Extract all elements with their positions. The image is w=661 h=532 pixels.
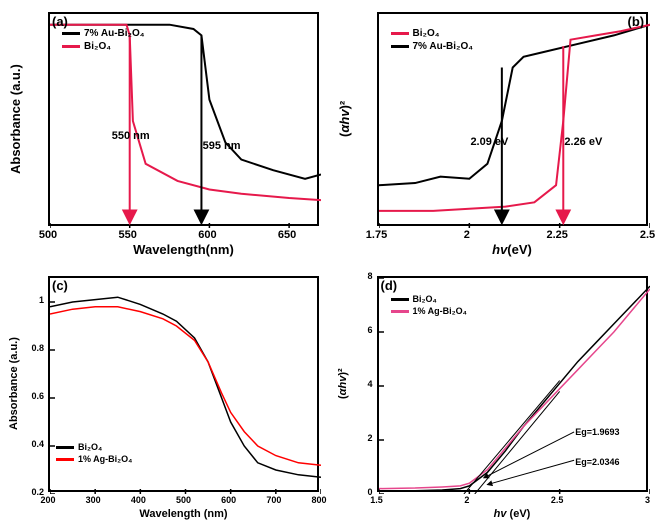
xtick-label: 550 (119, 229, 137, 241)
legend-swatch (56, 446, 74, 449)
ytick-label: 8 (349, 271, 373, 281)
ytick-label: 0.8 (20, 343, 44, 353)
panel-b: 1.75 2 2.25 2.5 2.09 eV 2.26 eV hv(eV) (αhv)² (b… (335, 6, 656, 262)
legend-label: Bi₂O₄ (413, 294, 437, 304)
xtick-label: 700 (266, 495, 281, 505)
xtick-label: 1.75 (366, 229, 387, 241)
legend-swatch (62, 45, 80, 48)
ytick-label: 0.4 (20, 439, 44, 449)
legend-item: Bi₂O₄ (391, 28, 440, 39)
xtick-label: 3 (645, 495, 650, 505)
legend-swatch (62, 32, 80, 35)
legend-item: Bi₂O₄ (62, 41, 111, 52)
xtick-label: 2.5 (551, 495, 564, 505)
legend-item: 1% Ag-Bi₂O₄ (56, 454, 132, 464)
panel-d: 1.522.5302468Eg=1.9693Eg=2.0346hv (eV)(α… (335, 270, 656, 526)
annotation: 2.26 eV (564, 136, 602, 148)
legend-item: 1% Ag-Bi₂O₄ (391, 306, 467, 316)
xtick-label: 2 (464, 229, 470, 241)
annotation: 2.09 eV (470, 136, 508, 148)
ylabel: (αhv)² (337, 12, 352, 226)
legend-item: Bi₂O₄ (56, 442, 102, 452)
ytick-label: 4 (349, 379, 373, 389)
xtick-label: 400 (131, 495, 146, 505)
legend-item: 7% Au-Bi₂O₄ (391, 41, 474, 52)
ylabel: Absorbance (a.u.) (8, 276, 20, 492)
annotation: 550 nm (112, 130, 150, 142)
panel-tag: (b) (628, 14, 645, 29)
panel-c: 2003004005006007008000.20.40.60.81Wavele… (6, 270, 327, 526)
legend-swatch (56, 458, 74, 461)
legend-label: Bi₂O₄ (84, 41, 111, 52)
panel-tag: (d) (381, 278, 398, 293)
ytick-label: 0.2 (20, 487, 44, 497)
xtick-label: 600 (198, 229, 216, 241)
legend-item: Bi₂O₄ (391, 294, 437, 304)
legend-swatch (391, 310, 409, 313)
ytick-label: 0.6 (20, 391, 44, 401)
legend-label: 7% Au-Bi₂O₄ (413, 41, 474, 52)
legend-label: Bi₂O₄ (78, 442, 102, 452)
annotation: Eg=2.0346 (575, 457, 619, 467)
legend-label: 1% Ag-Bi₂O₄ (413, 306, 467, 316)
legend-swatch (391, 32, 409, 35)
xtick-label: 650 (278, 229, 296, 241)
ylabel: (αhv)² (337, 276, 349, 492)
annotation: Eg=1.9693 (575, 427, 619, 437)
ylabel: Absorbance (a.u.) (8, 12, 23, 226)
xlabel: Wavelength(nm) (48, 242, 319, 257)
xlabel: Wavelength (nm) (48, 508, 319, 520)
legend-label: 1% Ag-Bi₂O₄ (78, 454, 132, 464)
xtick-label: 500 (39, 229, 57, 241)
legend-swatch (391, 298, 409, 301)
xtick-label: 600 (221, 495, 236, 505)
panel-tag: (a) (52, 14, 68, 29)
panel-tag: (c) (52, 278, 68, 293)
legend-label: 7% Au-Bi₂O₄ (84, 28, 145, 39)
legend-swatch (391, 45, 409, 48)
legend-item: 7% Au-Bi₂O₄ (62, 28, 145, 39)
legend-label: Bi₂O₄ (413, 28, 440, 39)
panel-a: 500 550 600 650 550 nm 595 nm Wavelength(nm) Ab… (6, 6, 327, 262)
xlabel: hv(eV) (377, 242, 648, 257)
xlabel: hv (eV) (377, 508, 648, 520)
ytick-label: 1 (20, 295, 44, 305)
xtick-label: 300 (86, 495, 101, 505)
xtick-label: 2.5 (640, 229, 655, 241)
annotation: 595 nm (203, 140, 241, 152)
xtick-label: 2.25 (546, 229, 567, 241)
ytick-label: 2 (349, 433, 373, 443)
xtick-label: 500 (176, 495, 191, 505)
xtick-label: 2 (464, 495, 469, 505)
ytick-label: 6 (349, 325, 373, 335)
xtick-label: 800 (311, 495, 326, 505)
ytick-label: 0 (349, 487, 373, 497)
